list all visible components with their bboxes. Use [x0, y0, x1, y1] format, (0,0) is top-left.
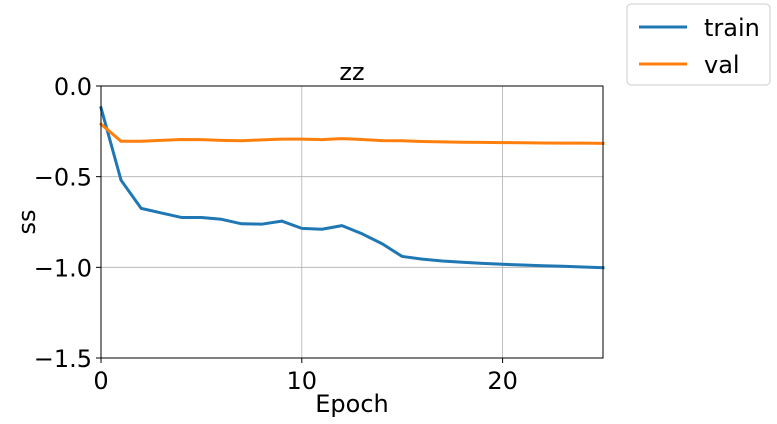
series-line-train	[99, 105, 605, 270]
plot-frame	[100, 85, 604, 359]
chart-title: zz	[339, 58, 364, 86]
y-axis-label: ss	[13, 209, 41, 234]
y-tick-label: −1.0	[34, 254, 92, 282]
legend-label-val: val	[704, 51, 740, 79]
series-line-val	[98, 121, 605, 145]
axis-ticks: 0 10 20 0.0 −0.5 −1.0 −1.5	[34, 73, 518, 395]
x-axis-label: Epoch	[315, 390, 389, 418]
y-tick-label: −1.5	[34, 345, 92, 373]
x-tick-label: 10	[287, 367, 318, 395]
series-lines	[98, 105, 605, 270]
x-tick-label: 0	[93, 367, 108, 395]
y-tick-label: 0.0	[54, 73, 92, 101]
legend-label-train: train	[704, 14, 760, 42]
y-tick-label: −0.5	[34, 164, 92, 192]
legend: train val	[626, 3, 771, 86]
x-tick-label: 20	[487, 367, 518, 395]
